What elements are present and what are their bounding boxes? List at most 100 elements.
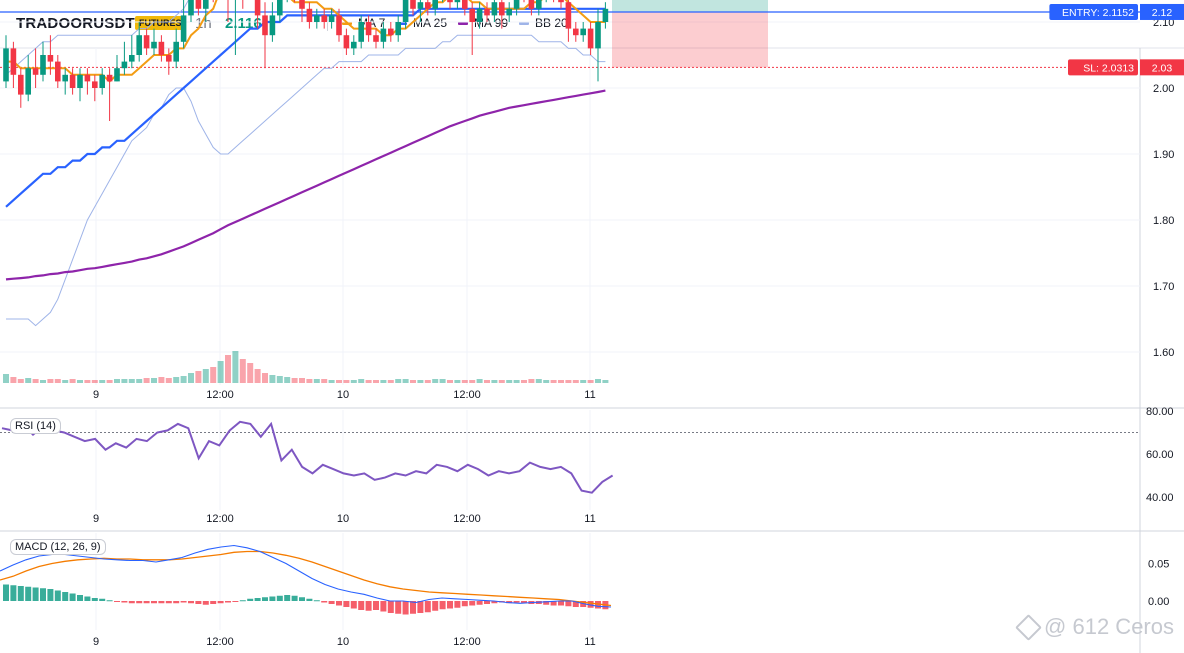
legend-ma25[interactable]: MA 25	[397, 16, 447, 30]
volume-bar	[321, 379, 328, 383]
candle-body	[84, 74, 91, 82]
time-axis-tick: 10	[337, 389, 349, 401]
macd-histogram-bar	[188, 601, 194, 604]
volume-bar	[550, 380, 557, 383]
candle-body	[351, 41, 357, 49]
candle-body	[203, 0, 209, 9]
macd-histogram-bar	[387, 601, 394, 613]
macd-histogram-bar	[365, 601, 372, 611]
candle-body	[180, 15, 187, 42]
volume-bar	[432, 379, 439, 383]
volume-bar	[158, 377, 165, 383]
volume-bar	[350, 380, 357, 383]
macd-histogram-bar	[121, 601, 128, 603]
volume-bar	[528, 379, 535, 383]
macd-histogram-bar	[521, 601, 527, 604]
macd-histogram-bar	[350, 601, 357, 609]
level-tag-axis-value: 2.12	[1152, 7, 1173, 19]
macd-histogram-bar	[3, 584, 9, 601]
macd-histogram-bar	[136, 601, 143, 604]
macd-axis-tick: 0.00	[1148, 596, 1169, 608]
candle-body	[432, 0, 438, 9]
candle-body	[358, 22, 364, 42]
candle-body	[3, 48, 9, 82]
macd-histogram-bar	[25, 586, 32, 601]
candle-body	[10, 48, 17, 75]
time-axis-tick: 12:00	[453, 389, 481, 401]
volume-bar	[565, 380, 572, 383]
candle-body	[462, 0, 468, 9]
macd-histogram-bar	[321, 601, 328, 603]
candle-body	[69, 74, 76, 88]
volume-bar	[491, 380, 498, 383]
stop-loss-zone	[612, 11, 768, 68]
volume-bar	[84, 380, 91, 383]
macd-histogram-bar	[395, 601, 402, 614]
volume-bar	[580, 380, 587, 383]
macd-histogram-bar	[239, 600, 246, 602]
time-axis-tick: 12:00	[453, 513, 481, 525]
time-axis-tick: 11	[584, 513, 595, 525]
rsi-pane-title[interactable]: RSI (14)	[10, 418, 61, 434]
time-axis-tick: 9	[93, 636, 99, 648]
macd-histogram-bar	[69, 593, 76, 601]
ma99-line	[5, 89, 606, 281]
volume-bar	[106, 380, 113, 383]
macd-histogram-bar	[232, 601, 239, 602]
candle-body	[77, 74, 83, 88]
ma99-swatch-icon	[458, 21, 468, 25]
volume-bar	[513, 380, 520, 383]
candle-body	[410, 0, 416, 9]
volume-bar	[358, 379, 365, 383]
take-profit-zone	[612, 0, 768, 12]
watermark: @ 612 Ceros	[1015, 613, 1174, 641]
volume-bar	[173, 377, 180, 383]
volume-bar	[225, 355, 231, 383]
bb-upper-band	[5, 0, 190, 76]
volume-bar	[506, 380, 513, 383]
volume-bar	[313, 379, 320, 383]
symbol-title[interactable]: TRADOORUSDT	[16, 15, 135, 32]
candle-body	[99, 74, 105, 88]
level-tag-axis-value: 2.03	[1152, 62, 1173, 74]
candle-body	[365, 22, 372, 36]
legend-ma99[interactable]: MA 99	[458, 16, 508, 30]
time-axis-tick: 12:00	[453, 636, 481, 648]
ma7-line	[6, 0, 606, 83]
macd-histogram-bar	[595, 601, 601, 609]
macd-histogram-bar	[572, 601, 579, 607]
legend-bb20[interactable]: BB 20	[519, 16, 568, 30]
candle-body	[136, 35, 142, 55]
macd-histogram-bar	[84, 596, 91, 601]
candle-body	[528, 0, 535, 9]
macd-histogram-bar	[128, 601, 135, 604]
volume-bar	[17, 379, 24, 383]
volume-bar	[572, 380, 579, 383]
volume-bar	[151, 378, 157, 383]
candle-body	[558, 0, 564, 3]
level-tag-sl: SL: 2.0313 2.03	[1068, 59, 1184, 76]
volume-bar	[62, 380, 69, 383]
macd-histogram-bar	[262, 597, 268, 601]
candle-body	[536, 0, 542, 9]
candle-body	[114, 68, 120, 82]
candle-body	[18, 74, 24, 95]
macd-histogram-bar	[158, 601, 165, 604]
candle-body	[506, 8, 512, 16]
time-axis-tick: 9	[93, 389, 99, 401]
volume-bar	[128, 379, 135, 383]
macd-histogram-bar	[336, 601, 342, 606]
volume-bar	[447, 380, 453, 383]
volume-bar	[143, 378, 150, 383]
time-axis-tick: 10	[337, 636, 349, 648]
macd-histogram-bar	[195, 601, 202, 604]
candle-body	[447, 0, 453, 3]
macd-histogram-bar	[99, 598, 106, 601]
macd-histogram-bar	[247, 598, 254, 601]
volume-bar	[47, 379, 54, 383]
rsi-axis-tick: 60.00	[1146, 449, 1174, 461]
macd-pane-title[interactable]: MACD (12, 26, 9)	[10, 539, 106, 555]
volume-bar	[188, 373, 194, 383]
candle-body	[513, 0, 520, 9]
